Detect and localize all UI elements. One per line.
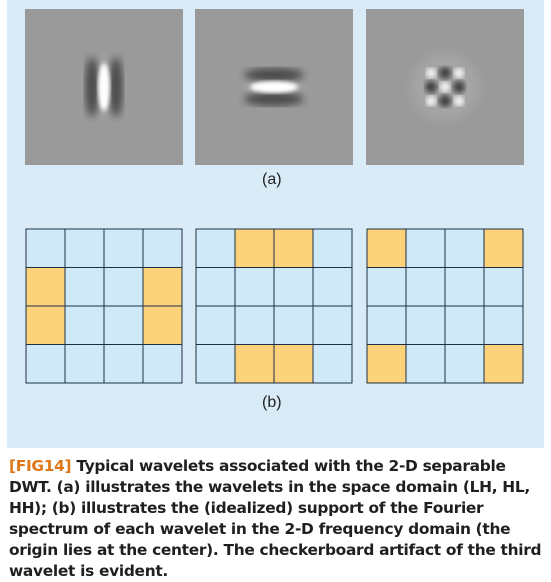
wavelet-hh-image <box>366 9 524 165</box>
grid-cell <box>312 267 353 307</box>
grid-cell <box>312 305 353 345</box>
grid-cell <box>366 267 407 307</box>
grid-cell-filled <box>234 228 275 268</box>
grid-cell <box>273 267 314 307</box>
grid-cell <box>142 344 183 384</box>
vertical-wavelet-icon <box>25 9 183 165</box>
grid-cell <box>273 305 314 345</box>
grid-cell <box>483 267 524 307</box>
grid-cell <box>444 344 485 384</box>
grid-cell <box>444 267 485 307</box>
checkerboard-wavelet-icon <box>366 9 524 165</box>
grid-cell <box>405 228 446 268</box>
grid-cell <box>195 267 236 307</box>
grid-cell-filled <box>25 305 66 345</box>
wavelet-lh-image <box>25 9 183 165</box>
grid-cell <box>405 344 446 384</box>
figure-tag: [FIG14] <box>9 457 72 475</box>
grid-cell-filled <box>25 267 66 307</box>
grid-cell <box>234 305 275 345</box>
grid-cell-filled <box>234 344 275 384</box>
horizontal-wavelet-icon <box>195 9 353 165</box>
grid-cell <box>366 305 407 345</box>
grid-cell <box>142 228 183 268</box>
grid-cell-filled <box>483 344 524 384</box>
frequency-grid-hl <box>195 228 353 384</box>
grid-cell <box>312 228 353 268</box>
grid-cell <box>405 267 446 307</box>
grid-cell <box>64 305 105 345</box>
grid-cell <box>64 267 105 307</box>
wavelet-hl-image <box>195 9 353 165</box>
grid-cell <box>103 228 144 268</box>
grid-cell <box>103 267 144 307</box>
grid-cell <box>103 305 144 345</box>
figure: (a) (b) <box>7 0 544 448</box>
grid-cell <box>195 344 236 384</box>
grid-cell-filled <box>142 267 183 307</box>
grid-cell-filled <box>273 344 314 384</box>
grid-cell <box>64 228 105 268</box>
grid-cell <box>444 228 485 268</box>
grid-cell <box>64 344 105 384</box>
grid-cell <box>405 305 446 345</box>
frequency-grid-lh <box>25 228 183 384</box>
grid-cell <box>195 305 236 345</box>
label-a: (a) <box>262 171 282 188</box>
grid-cell-filled <box>142 305 183 345</box>
grid-cell-filled <box>366 344 407 384</box>
grid-cell <box>195 228 236 268</box>
frequency-grid-hh <box>366 228 524 384</box>
grid-cell <box>483 305 524 345</box>
grid-cell <box>103 344 144 384</box>
grid-cell-filled <box>483 228 524 268</box>
grid-cell <box>234 267 275 307</box>
label-b: (b) <box>262 394 282 411</box>
grid-cell <box>444 305 485 345</box>
grid-cell-filled <box>366 228 407 268</box>
grid-cell <box>25 228 66 268</box>
figure-caption: [FIG14] Typical wavelets associated with… <box>9 456 545 582</box>
grid-cell <box>25 344 66 384</box>
grid-cell-filled <box>273 228 314 268</box>
grid-cell <box>312 344 353 384</box>
